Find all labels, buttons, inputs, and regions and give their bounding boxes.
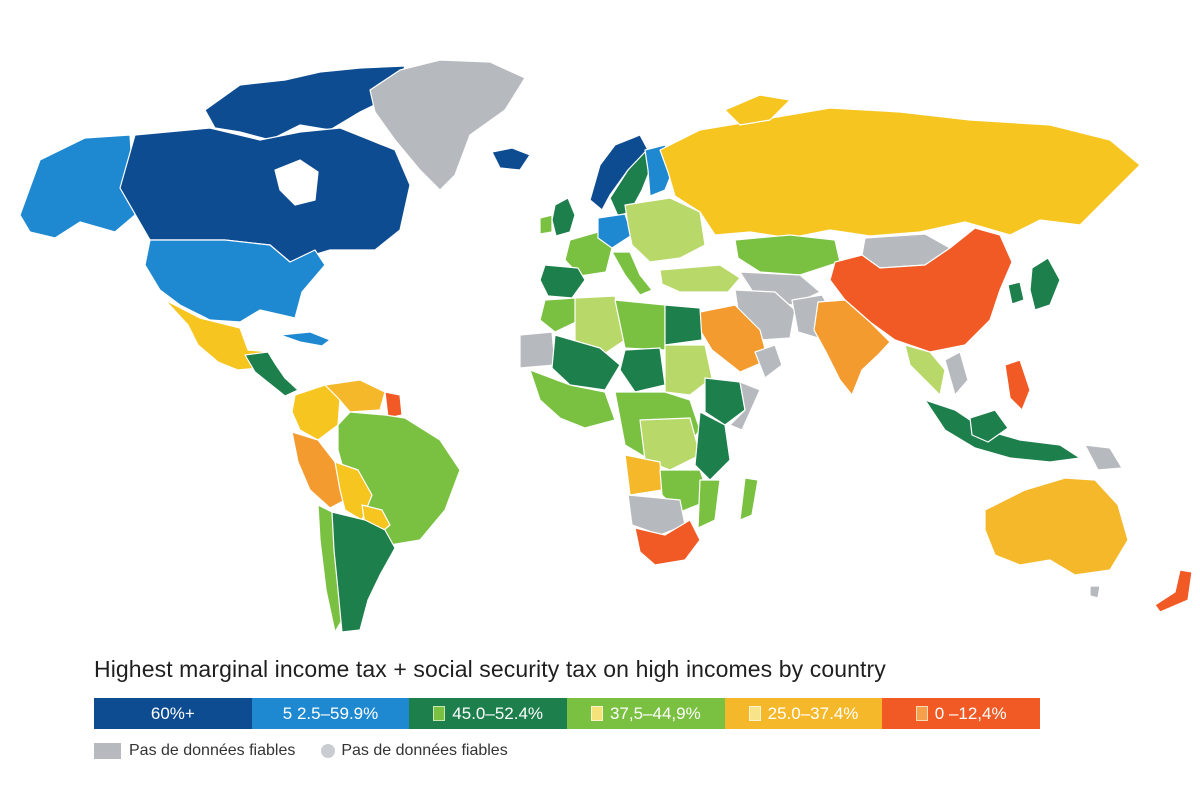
map-title: Highest marginal income tax + social sec… [94, 656, 886, 682]
country-iceland[interactable] [491, 147, 531, 171]
country-ethiopia[interactable] [704, 377, 746, 426]
country-india[interactable] [813, 299, 891, 396]
russia-islands[interactable] [724, 94, 791, 126]
country-morocco[interactable] [539, 297, 581, 333]
legend-bin-60-plus[interactable]: 60%+ [94, 698, 252, 729]
country-western-sahara[interactable] [519, 331, 556, 369]
country-russia[interactable] [659, 107, 1141, 239]
country-iberia[interactable] [539, 264, 586, 299]
country-angola[interactable] [624, 454, 663, 496]
legend-label: 60%+ [150, 703, 195, 723]
legend-bin-37-44[interactable]: 37,5–44,9% [567, 698, 725, 729]
country-libya[interactable] [614, 299, 666, 351]
country-mali-niger[interactable] [551, 334, 621, 391]
legend-bar: 60%+ 5 2.5–59.9% 45.0–52.4% 37,5–44,9% 2… [94, 698, 1041, 729]
legend-label: 37,5–44,9% [609, 703, 701, 723]
country-kazakhstan[interactable] [734, 234, 841, 276]
country-somalia[interactable] [729, 381, 761, 431]
country-japan[interactable] [1029, 257, 1061, 311]
country-mozambique[interactable] [697, 479, 721, 529]
nodata-item-circle: Pas de données fiables [321, 742, 508, 760]
legend-label: 5 2.5–59.9% [282, 703, 379, 723]
legend-bin-52-59[interactable]: 5 2.5–59.9% [251, 698, 410, 729]
country-venezuela[interactable] [324, 379, 386, 413]
legend-marker [590, 706, 603, 721]
legend-marker [915, 706, 928, 721]
nodata-swatch-square [94, 743, 121, 759]
country-myanmar-thailand[interactable] [904, 344, 946, 396]
country-australia[interactable] [984, 477, 1129, 576]
country-oman[interactable] [754, 344, 783, 379]
country-argentina[interactable] [331, 511, 396, 633]
central-america[interactable] [244, 351, 299, 397]
country-sudan[interactable] [664, 344, 713, 396]
country-kenya-tanzania[interactable] [694, 411, 731, 481]
country-peru[interactable] [291, 431, 346, 509]
nodata-label: Pas de données fiables [129, 742, 296, 759]
legend-label: 45.0–52.4% [452, 703, 544, 723]
legend-label: 0 –12,4% [934, 703, 1007, 723]
country-philippines[interactable] [1004, 359, 1031, 411]
world-map-svg [19, 59, 1193, 633]
country-chad[interactable] [619, 347, 666, 393]
legend-marker [748, 706, 761, 721]
country-papua[interactable] [1084, 444, 1123, 471]
hudson-bay [274, 159, 319, 206]
world-map [19, 59, 1193, 633]
nodata-legend: Pas de données fiables Pas de données fi… [94, 740, 534, 762]
country-greenland[interactable] [369, 59, 526, 191]
country-vietnam[interactable] [944, 351, 969, 396]
country-germany[interactable] [597, 213, 633, 249]
country-tasmania[interactable] [1089, 585, 1101, 599]
legend-marker [433, 706, 446, 721]
country-turkey[interactable] [659, 264, 741, 293]
legend-bin-45-52[interactable]: 45.0–52.4% [409, 698, 568, 729]
nodata-swatch-circle [321, 744, 336, 758]
west-africa[interactable] [529, 369, 616, 429]
nodata-label: Pas de données fiables [341, 742, 508, 759]
country-italy[interactable] [611, 251, 653, 296]
country-drc[interactable] [639, 417, 701, 471]
country-madagascar[interactable] [739, 477, 759, 521]
country-egypt[interactable] [664, 304, 703, 346]
legend-label: 25.0–37.4% [767, 703, 859, 723]
country-ireland[interactable] [539, 214, 553, 235]
caribbean-islands[interactable] [279, 331, 331, 347]
country-alaska[interactable] [19, 134, 136, 239]
country-suriname[interactable] [384, 391, 403, 419]
eastern-europe[interactable] [624, 197, 706, 263]
nodata-item-square: Pas de données fiables [94, 742, 295, 760]
country-borneo[interactable] [969, 409, 1009, 443]
country-uk[interactable] [551, 197, 576, 237]
country-south-africa[interactable] [634, 519, 701, 566]
country-new-zealand[interactable] [1154, 569, 1193, 613]
country-korea[interactable] [1007, 281, 1025, 305]
legend-bin-0-12[interactable]: 0 –12,4% [882, 698, 1041, 729]
country-usa[interactable] [144, 239, 326, 323]
legend-bin-25-37[interactable]: 25.0–37.4% [724, 698, 883, 729]
